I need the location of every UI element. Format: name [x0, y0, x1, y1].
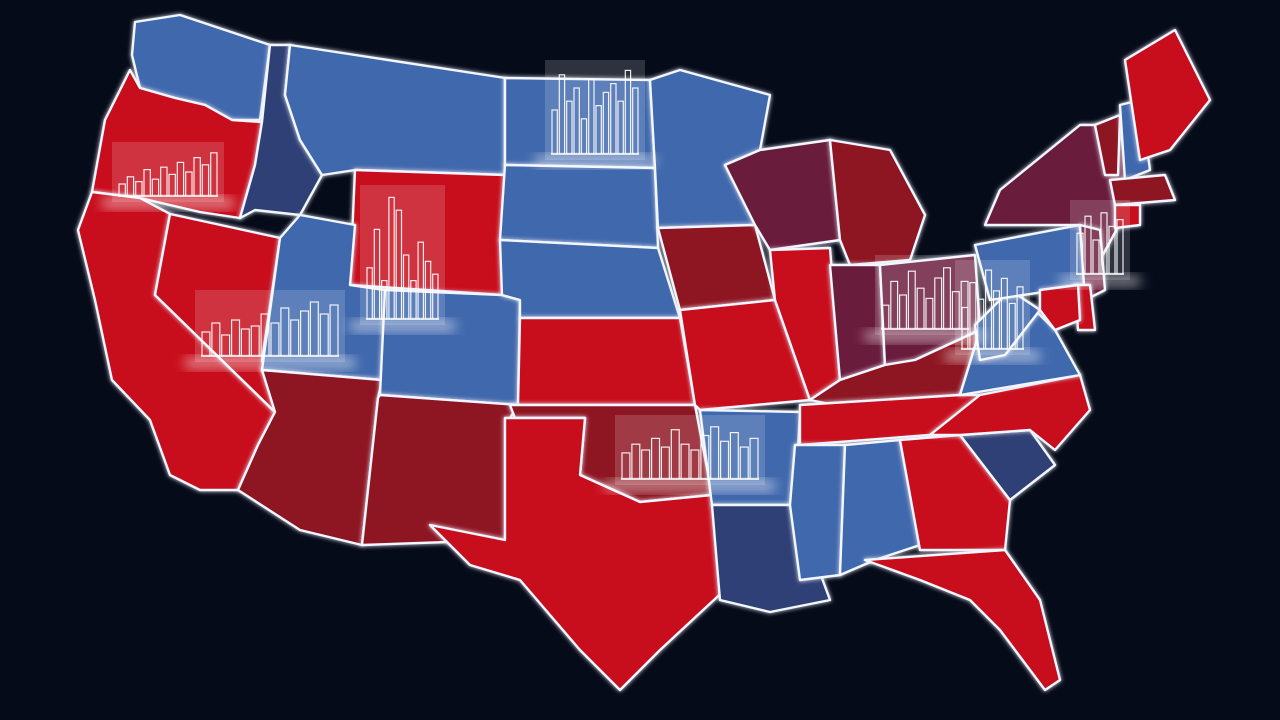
state-ma [1108, 173, 1177, 207]
chart-overlay-virginia-bars [945, 260, 1040, 361]
overlay-base-glow [945, 351, 1040, 361]
overlay-base-glow [185, 358, 355, 368]
chart-overlay-ohio-bars [865, 255, 985, 341]
overlay-panel [545, 60, 645, 160]
state-ne [498, 238, 682, 320]
state-ct [1113, 203, 1142, 230]
state-al [838, 438, 922, 577]
overlay-panel [875, 255, 975, 335]
overlay-panel [195, 290, 345, 362]
state-tx [428, 416, 732, 692]
chart-overlay-minnesota-bars [535, 60, 655, 166]
state-mo [678, 298, 812, 412]
chart-overlay-layer [102, 60, 1140, 491]
state-layer [76, 13, 1212, 692]
overlay-panel [615, 415, 765, 485]
overlay-base-glow [605, 481, 775, 491]
overlay-panel [1070, 200, 1130, 280]
chart-overlay-newyork-bars [1060, 200, 1140, 286]
state-mi [828, 138, 927, 267]
state-ks [516, 316, 697, 407]
overlay-base-glow [102, 198, 234, 208]
chart-overlay-wyoming-bars [350, 185, 455, 331]
overlay-base-glow [350, 321, 455, 331]
state-ms [788, 443, 847, 582]
overlay-base-glow [1060, 276, 1140, 286]
state-ia [656, 223, 777, 312]
state-fl [863, 548, 1062, 692]
state-nm [360, 393, 520, 547]
state-vt [1093, 113, 1122, 177]
chart-overlay-oklahoma-bars [605, 415, 775, 491]
overlay-base-glow [535, 156, 655, 166]
state-me [1123, 28, 1212, 162]
state-nc [928, 373, 1092, 452]
chart-overlay-oregon-bars [102, 142, 234, 208]
state-sd [498, 163, 660, 250]
state-mt [283, 43, 507, 177]
overlay-base-glow [865, 331, 985, 341]
overlay-panel [112, 142, 224, 202]
chart-overlay-nevada-bars [185, 290, 355, 368]
